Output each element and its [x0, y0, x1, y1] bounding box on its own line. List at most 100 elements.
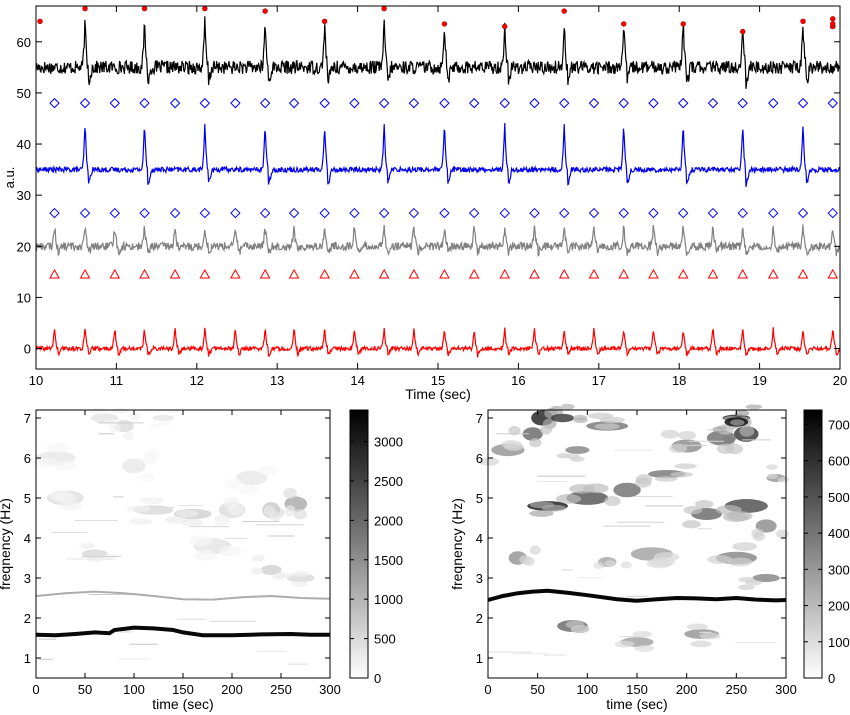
ridge-harmonic	[35, 590, 331, 601]
colorbar-tick-label: 2000	[374, 513, 403, 528]
heatmap-blob	[152, 414, 175, 422]
colorbar-tick-label: 0	[828, 671, 835, 686]
diamond-marker	[230, 207, 241, 219]
heatmap-blob	[540, 425, 553, 435]
x-tick-label: 12	[190, 373, 204, 388]
heatmap-blob	[235, 470, 268, 486]
heatmap-blob	[766, 473, 779, 480]
y-tick-label: 6	[24, 451, 31, 466]
y-tick-label: 50	[17, 86, 31, 101]
diamond-marker	[559, 207, 570, 219]
triangle-marker	[827, 268, 839, 279]
heatmap-blob	[683, 505, 703, 515]
y-tick-label: 3	[24, 571, 31, 586]
triangle-marker	[319, 268, 330, 279]
diamond-marker	[349, 97, 360, 109]
diamond-marker	[468, 207, 480, 219]
heatmap-blob	[738, 576, 756, 583]
y-tick-label: 3	[476, 571, 483, 586]
colorbar	[349, 409, 369, 679]
x-tick-label: 13	[270, 373, 284, 388]
heatmap-blob	[541, 504, 567, 512]
heatmap-blob	[682, 520, 701, 529]
colorbar	[803, 409, 823, 679]
y-tick-label: 1	[24, 651, 31, 666]
y-tick-label: 1	[476, 651, 483, 666]
plot-frame	[35, 5, 841, 370]
diamond-marker	[707, 97, 719, 109]
heatmap-blob	[290, 580, 308, 588]
triangle-marker	[79, 268, 91, 279]
heatmap-blob	[690, 640, 712, 648]
peak-marker	[141, 5, 148, 12]
x-tick-label: 16	[511, 373, 525, 388]
x-tick-label: 11	[110, 373, 124, 388]
diamond-marker	[827, 207, 838, 219]
heatmap-blob	[157, 421, 171, 427]
heatmap-blob	[632, 630, 653, 638]
heatmap-blob	[549, 405, 564, 417]
heatmap-blob	[635, 474, 653, 485]
peak-marker	[202, 5, 208, 12]
triangle-marker	[558, 268, 570, 279]
heatmap-blob	[599, 416, 625, 424]
heatmap-blob	[227, 504, 244, 516]
diamond-marker	[618, 97, 629, 109]
y-tick-label: 30	[17, 188, 31, 203]
diamond-marker	[499, 207, 510, 219]
peak-marker	[37, 18, 43, 25]
peak-marker	[262, 8, 268, 14]
y-tick-label: 60	[17, 35, 31, 50]
heatmap-blob	[503, 442, 524, 451]
y-tick-label: 10	[17, 290, 31, 305]
spectrogram-left: 0 50 100 150 200 250 300 1 2 3 4 5 6 7 time (sec) freqn…	[0, 407, 403, 712]
diamond-marker	[768, 97, 779, 109]
heatmap-blob	[734, 410, 750, 417]
triangle-marker	[797, 268, 809, 279]
heatmap-blob	[694, 500, 714, 509]
heatmap-blob	[776, 529, 789, 539]
heatmap-blob	[570, 456, 585, 462]
diamond-marker	[827, 97, 838, 109]
diamond-marker	[319, 207, 330, 219]
x-tick-label: 17	[592, 373, 606, 388]
heatmap-blob	[189, 535, 213, 547]
heatmap-blob	[283, 487, 297, 499]
triangle-marker	[439, 268, 450, 279]
colorbar-tick-label: 2500	[374, 474, 403, 489]
heatmap-blob	[79, 542, 95, 549]
heatmap-blob	[54, 492, 77, 503]
x-tick-label: 150	[626, 682, 648, 697]
x-tick-label: 0	[32, 682, 39, 697]
peak-marker	[441, 21, 448, 27]
colorbar-tick-label: 600	[828, 454, 850, 469]
diamond-marker	[49, 97, 60, 109]
triangle-marker	[499, 268, 511, 279]
colorbar-tick-label: 200	[828, 599, 850, 614]
heatmap-blob	[214, 514, 231, 526]
heatmap-blob	[565, 446, 590, 454]
y-tick-label: 2	[476, 611, 483, 626]
diamond-marker	[737, 207, 748, 219]
triangle-marker	[737, 268, 749, 279]
y-tick-label: 5	[24, 491, 31, 506]
heatmap-blob	[550, 413, 575, 423]
heatmap-blob	[717, 443, 735, 454]
spectrogram-right: 0 50 100 150 200 250 300 1 2 3 4 5 6 7 time (sec) freqn…	[449, 403, 850, 712]
heatmap-blob	[479, 457, 500, 466]
heatmap-blob	[167, 408, 181, 414]
heatmap-blob	[260, 564, 282, 576]
y-tick-label: 0	[24, 342, 31, 357]
peak-marker	[621, 21, 627, 27]
heatmap-blob	[594, 423, 620, 430]
trace-0	[35, 16, 841, 89]
diamond-marker	[169, 97, 181, 109]
heatmap-blob	[634, 645, 655, 652]
heatmap-blob	[738, 584, 755, 591]
heatmap-blob	[614, 640, 635, 648]
diamond-marker	[109, 97, 120, 109]
heatmap-blob	[722, 512, 749, 522]
heatmap-blob	[128, 518, 153, 525]
triangle-marker	[378, 268, 390, 279]
x-tick-label: 0	[484, 682, 491, 697]
